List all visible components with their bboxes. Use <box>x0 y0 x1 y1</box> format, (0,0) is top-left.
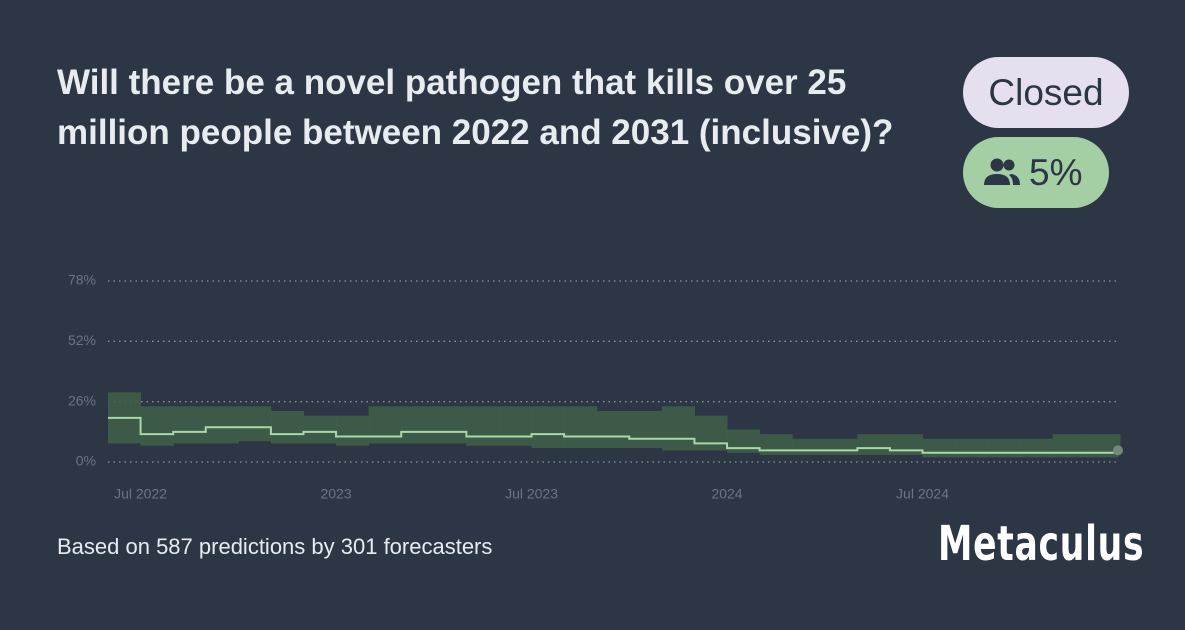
y-tick-label: 0% <box>76 453 96 469</box>
range-band <box>303 415 337 444</box>
status-pill: Closed <box>963 57 1129 128</box>
range-band <box>824 438 858 456</box>
x-tick-label: Jul 2023 <box>505 486 558 502</box>
range-band <box>629 410 663 449</box>
range-band <box>661 406 695 451</box>
range-band <box>336 415 370 446</box>
y-tick-label: 26% <box>68 392 96 408</box>
range-band <box>1052 434 1086 458</box>
range-band <box>173 406 207 444</box>
brand: Metaculus <box>938 516 1145 572</box>
x-tick-label: Jul 2024 <box>896 486 949 502</box>
range-band <box>368 406 402 444</box>
range-band <box>564 406 598 449</box>
last-point <box>1113 445 1123 456</box>
y-tick-label: 78% <box>68 272 96 288</box>
x-tick-label: 2024 <box>711 486 742 502</box>
prediction-pill: 5% <box>963 137 1109 208</box>
range-band <box>922 438 956 458</box>
range-band <box>498 406 533 446</box>
question-title: Will there be a novel pathogen that kill… <box>57 63 894 152</box>
range-band <box>759 434 793 456</box>
range-band <box>1118 434 1121 456</box>
footer: Based on 587 predictions by 301 forecast… <box>57 534 493 559</box>
forecasters-icon <box>984 158 1020 185</box>
range-band <box>140 406 174 446</box>
range-band <box>531 406 565 449</box>
range-band <box>401 406 435 444</box>
range-band <box>857 434 891 456</box>
x-tick-label: 2023 <box>320 486 351 502</box>
range-band <box>205 406 239 444</box>
range-band <box>987 438 1021 458</box>
range-band <box>955 438 989 458</box>
range-band <box>792 438 826 456</box>
range-band <box>433 406 467 444</box>
range-band <box>694 415 728 451</box>
range-band <box>1085 434 1119 458</box>
range-band <box>1020 438 1054 458</box>
range-band <box>596 410 630 449</box>
prediction-value: 5% <box>1029 152 1083 193</box>
range-band <box>889 434 924 456</box>
range-band <box>238 406 272 442</box>
median-line <box>108 416 1119 454</box>
range-band <box>727 429 761 453</box>
x-tick-label: Jul 2022 <box>114 486 167 502</box>
y-tick-label: 52% <box>68 332 96 348</box>
range-band <box>270 410 304 444</box>
range-band <box>466 406 500 446</box>
